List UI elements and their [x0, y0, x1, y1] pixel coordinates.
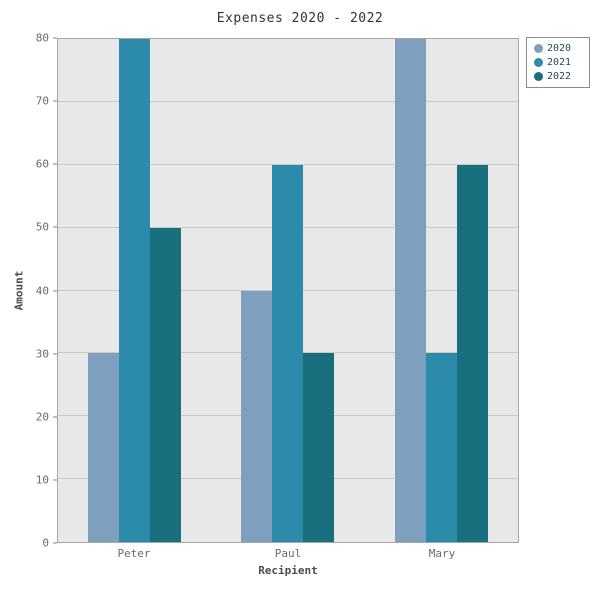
y-tick-label: 50	[35, 220, 49, 234]
legend-marker-icon	[534, 44, 543, 53]
x-tick-label-mary: Mary	[428, 547, 456, 560]
bar-group-peter	[58, 39, 211, 542]
bar-peter-2021	[119, 39, 151, 542]
bar-paul-2022	[303, 353, 335, 542]
bar-peter-2020	[88, 353, 120, 542]
legend-item-2021: 2021	[534, 57, 582, 68]
y-tick: 20	[36, 410, 57, 423]
legend-item-2022: 2022	[534, 71, 582, 82]
gridline	[58, 163, 518, 165]
x-tick-labels: Peter Paul Mary	[57, 547, 519, 560]
y-tick: 80	[36, 32, 57, 45]
y-tick-label: 70	[35, 94, 49, 108]
y-tick-label: 10	[35, 473, 49, 487]
bar-paul-2020	[241, 290, 273, 542]
y-tick-mark	[53, 416, 57, 418]
legend-items: 2020 2021 2022	[534, 43, 582, 82]
plot-area	[57, 38, 519, 543]
legend-marker-icon	[534, 72, 543, 81]
y-tick: 10	[36, 473, 57, 486]
y-tick: 0	[42, 537, 57, 550]
legend: 2020 2021 2022	[526, 37, 590, 88]
y-tick: 40	[36, 284, 57, 297]
y-tick-mark	[53, 100, 57, 102]
bar-mary-2022	[456, 164, 488, 542]
bar-group-paul	[211, 39, 364, 542]
legend-label: 2020	[547, 43, 572, 54]
y-tick-label: 60	[35, 157, 49, 171]
y-tick: 50	[36, 221, 57, 234]
x-tick-label-paul: Paul	[274, 547, 302, 560]
y-tick-mark	[53, 479, 57, 481]
bar-mary-2020	[394, 39, 426, 542]
y-tick-mark	[53, 37, 57, 39]
y-tick-mark	[53, 163, 57, 165]
y-tick-mark	[53, 290, 57, 291]
y-tick: 60	[36, 158, 57, 171]
bar-mary-2021	[425, 353, 457, 542]
y-tick: 30	[36, 347, 57, 360]
bar-paul-2021	[272, 164, 304, 542]
gridline	[58, 100, 518, 102]
y-axis: 0 10 20 30 40 50 60 70 80	[0, 32, 57, 550]
y-tick-mark	[53, 226, 57, 228]
y-tick-label: 20	[35, 410, 49, 424]
legend-label: 2022	[547, 71, 572, 82]
y-tick-mark	[53, 542, 57, 544]
y-tick: 70	[36, 95, 57, 108]
legend-item-2020: 2020	[534, 43, 582, 54]
legend-marker-icon	[534, 58, 543, 67]
x-axis-title: Recipient	[258, 564, 318, 577]
x-tick-label-peter: Peter	[117, 547, 151, 560]
chart-title: Expenses 2020 - 2022	[216, 11, 384, 26]
bar-groups	[58, 39, 518, 542]
y-tick-label: 0	[42, 536, 49, 550]
y-tick-label: 80	[35, 31, 49, 45]
y-tick-mark	[53, 353, 57, 355]
y-tick-label: 40	[35, 284, 49, 297]
bar-peter-2022	[150, 227, 182, 542]
bar-group-mary	[365, 39, 518, 542]
y-tick-label: 30	[35, 347, 49, 361]
legend-label: 2021	[547, 57, 572, 68]
